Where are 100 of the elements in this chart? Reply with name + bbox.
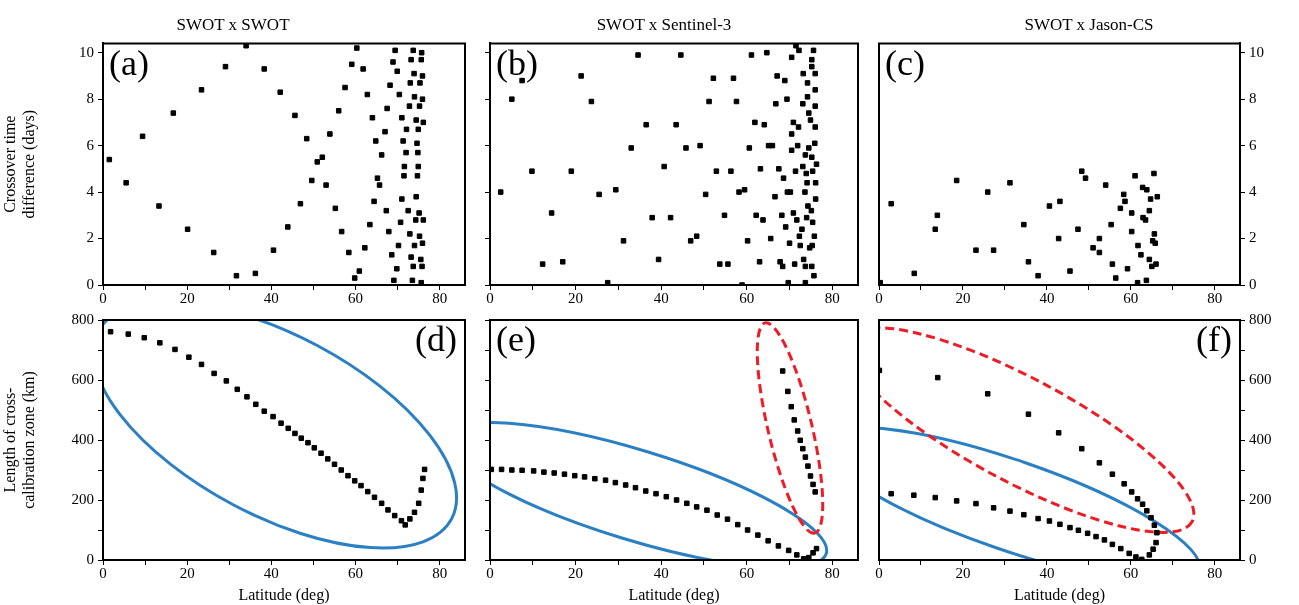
y2-tick-label: 2 <box>1249 229 1257 246</box>
x-tick-label: 80 <box>1207 289 1223 306</box>
x-tick-label: 60 <box>348 289 364 306</box>
point <box>498 466 505 473</box>
point <box>186 354 192 360</box>
point <box>812 489 818 495</box>
annotation: (c) <box>885 42 925 83</box>
point <box>1154 193 1161 200</box>
point <box>519 467 525 474</box>
point <box>1124 265 1131 272</box>
point <box>561 471 568 477</box>
point <box>1057 521 1063 528</box>
x-tick-label: 60 <box>1123 289 1139 306</box>
point <box>1096 249 1103 256</box>
x-tick-label: 40 <box>653 564 669 581</box>
x-tick-label: 60 <box>1123 564 1139 581</box>
point <box>1035 515 1041 522</box>
x-tick-label: 0 <box>99 564 107 581</box>
y-tick-label: 10 <box>79 43 94 60</box>
x-tick-label: 0 <box>486 289 494 306</box>
point <box>198 361 205 368</box>
x-tick-label: 0 <box>875 289 883 306</box>
y-axis-title: Length of cross-calibration zone (km) <box>1 371 38 509</box>
point <box>1144 186 1150 193</box>
x-axis-title: Latitude (deg) <box>238 585 330 604</box>
point <box>1082 175 1089 181</box>
point <box>311 445 318 451</box>
point <box>318 450 324 456</box>
y-tick-label: 8 <box>86 90 94 107</box>
point <box>643 488 649 494</box>
point <box>911 492 917 498</box>
point <box>1120 191 1127 198</box>
point <box>1078 168 1085 174</box>
point <box>1121 481 1127 487</box>
point <box>714 512 720 518</box>
point <box>338 467 345 473</box>
point <box>788 403 795 410</box>
point <box>325 456 331 462</box>
point <box>1146 256 1153 263</box>
point <box>415 500 422 507</box>
point <box>807 473 814 479</box>
point <box>953 177 960 184</box>
point <box>602 477 609 483</box>
y2-tick-label: 400 <box>1249 430 1272 447</box>
point <box>935 374 941 381</box>
point <box>934 212 941 219</box>
point <box>888 490 894 497</box>
point <box>1133 554 1139 560</box>
y2-tick-label: 8 <box>1249 90 1257 107</box>
point <box>157 340 163 346</box>
point <box>1147 196 1154 202</box>
point <box>693 504 700 510</box>
point <box>735 521 741 528</box>
point <box>1153 539 1159 546</box>
point <box>1118 545 1124 552</box>
y-tick-label: 600 <box>71 370 94 387</box>
x-tick-label: 40 <box>263 289 279 306</box>
point <box>298 435 305 441</box>
x-axis-title: Latitude (deg) <box>628 585 720 604</box>
point <box>1128 210 1135 216</box>
y2-tick-label: 200 <box>1249 490 1272 507</box>
point <box>571 472 578 479</box>
y-tick-label: 6 <box>86 136 95 153</box>
point <box>1117 205 1124 212</box>
point <box>1025 259 1032 265</box>
point <box>1148 514 1154 521</box>
x-tick-label: 80 <box>824 289 840 306</box>
point <box>1128 228 1135 235</box>
point <box>813 545 820 552</box>
x-tick-label: 60 <box>348 564 364 581</box>
point <box>1093 533 1099 540</box>
point <box>1150 546 1156 552</box>
point <box>622 482 629 488</box>
point <box>1151 170 1157 177</box>
point <box>612 479 619 486</box>
x-tick-label: 80 <box>824 564 840 581</box>
point <box>141 334 148 341</box>
chart-title: SWOT x SWOT <box>176 14 291 34</box>
point <box>1135 242 1141 249</box>
point <box>663 493 670 500</box>
x-tick-label: 0 <box>875 564 883 581</box>
annotation: (a) <box>109 42 149 83</box>
point <box>1090 245 1096 251</box>
point <box>632 484 639 491</box>
point <box>973 247 979 253</box>
x-tick-label: 20 <box>955 564 971 581</box>
point <box>1128 489 1135 495</box>
point <box>805 463 811 469</box>
annotation: (d) <box>415 319 457 360</box>
point <box>420 475 426 482</box>
point <box>402 522 408 528</box>
x-tick-label: 40 <box>263 564 279 581</box>
point <box>1153 261 1159 267</box>
point <box>1067 524 1073 531</box>
point <box>932 226 939 233</box>
point <box>1055 235 1062 242</box>
point <box>1057 198 1063 205</box>
point <box>1055 430 1062 436</box>
point <box>421 466 428 473</box>
point <box>984 391 991 397</box>
